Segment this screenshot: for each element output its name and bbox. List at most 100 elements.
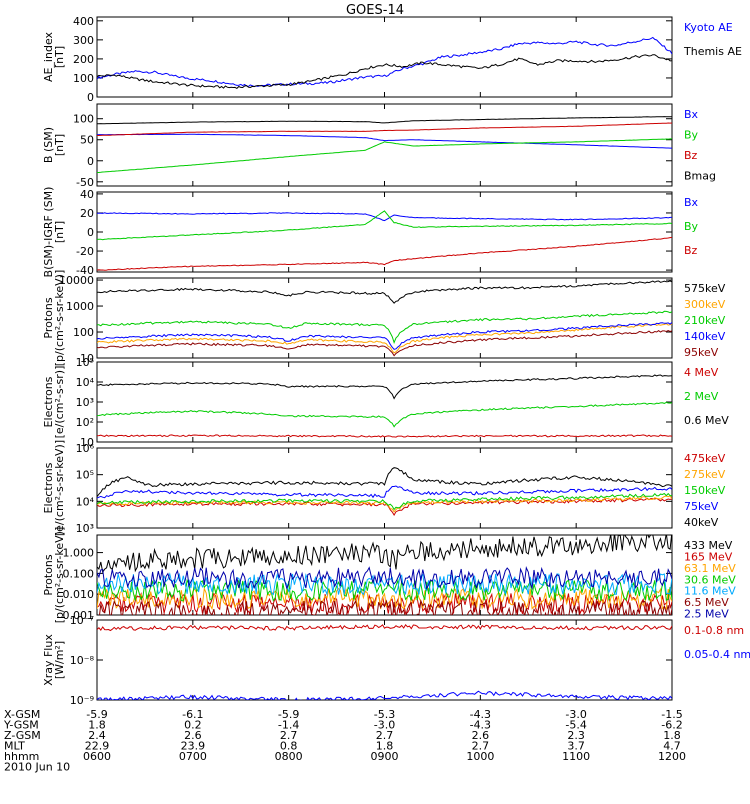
y-tick-label: 200 xyxy=(73,53,94,66)
y-axis-label: [e/(cm²-s-sr)] xyxy=(53,366,66,439)
y-tick-label: 400 xyxy=(73,15,94,28)
legend-entry: 140keV xyxy=(684,330,726,343)
y-tick-label: 10⁴ xyxy=(76,376,95,389)
series-line-kyoto-ae xyxy=(97,36,672,88)
y-axis-label: Electrons xyxy=(42,462,55,513)
orbit-value: 2.4 xyxy=(88,729,106,742)
y-tick-label: 1000 xyxy=(66,300,94,313)
y-tick-label: 10³ xyxy=(76,522,94,535)
orbit-value: 0800 xyxy=(275,750,303,763)
y-tick-label: 10⁶ xyxy=(76,442,95,455)
orbit-value: -4.3 xyxy=(470,708,491,721)
series-line-bmag xyxy=(97,116,672,125)
y-tick-label: 10000 xyxy=(59,274,94,287)
y-axis-label: B (SM) xyxy=(42,127,55,163)
y-tick-label: 300 xyxy=(73,34,94,47)
orbit-value: 0900 xyxy=(371,750,399,763)
y-axis-label: Protons xyxy=(42,554,55,595)
legend-entry: 300keV xyxy=(684,298,726,311)
y-tick-label: 10⁻⁸ xyxy=(70,654,95,667)
series-line-4-mev xyxy=(97,434,672,438)
y-axis-label: B(SM)-IGRF (SM) xyxy=(42,187,55,278)
legend-entry: 210keV xyxy=(684,314,726,327)
orbit-row-label: Y-GSM xyxy=(3,719,39,732)
y-axis-label: Xray Flux xyxy=(42,634,55,686)
legend-entry: 75keV xyxy=(684,500,719,513)
orbit-value: 1000 xyxy=(466,750,494,763)
y-tick-label: 10 xyxy=(80,436,94,449)
panel-frame xyxy=(96,534,673,616)
y-axis-label: [e/(cm²-s-sr-keV)] xyxy=(53,440,66,536)
legend-entry: By xyxy=(684,129,699,142)
orbit-value: -5.4 xyxy=(565,719,586,732)
legend-entry: By xyxy=(684,220,699,233)
y-tick-label: 100 xyxy=(73,113,94,126)
panel-electrons_low: 10³ 10⁴ 10⁵ 10⁶ Electrons[e/(cm²-s-sr-keV)] 4… xyxy=(42,440,726,536)
orbit-value: 0700 xyxy=(179,750,207,763)
y-axis-label: Electrons xyxy=(42,376,55,427)
panel-electrons_high: 10 10² 10³ 10⁴ 10⁵ Electrons[e/(cm²-s-sr)] 4 M… xyxy=(42,356,729,449)
y-tick-label: 10 xyxy=(80,352,94,365)
legend-entry: 475keV xyxy=(684,452,726,465)
panel-frame xyxy=(96,447,673,529)
orbit-value: 3.7 xyxy=(567,740,585,753)
orbit-value: -1.5 xyxy=(661,708,682,721)
legend-entry: Bz xyxy=(684,149,698,162)
legend-entry: 40keV xyxy=(684,516,719,529)
orbit-value: 1.8 xyxy=(88,719,106,732)
series-line-bx xyxy=(97,133,672,149)
series-line-by xyxy=(97,138,672,173)
series-line-575kev xyxy=(97,280,672,304)
orbit-value: -4.3 xyxy=(470,719,491,732)
legend-entry: 165 MeV xyxy=(684,550,733,563)
panel-ae: 0 100 200 300 400 AE_index[nT] Kyoto AE Themis … xyxy=(42,15,742,104)
legend-entry: 11.6 MeV xyxy=(684,585,736,598)
legend-entry: 2 MeV xyxy=(684,390,719,403)
orbit-value: 1.8 xyxy=(376,740,394,753)
legend-entry: 0.1-0.8 nm xyxy=(684,624,744,637)
y-tick-label: 50 xyxy=(80,134,94,147)
y-tick-label: 1.000 xyxy=(63,547,95,560)
orbit-row-label: hhmm xyxy=(4,750,39,763)
series-line-300kev xyxy=(97,323,672,354)
y-tick-label: 0.100 xyxy=(63,567,95,580)
y-tick-label: 0.010 xyxy=(63,588,95,601)
y-tick-label: 0 xyxy=(87,91,94,104)
y-axis-label: [nT] xyxy=(53,134,66,156)
orbit-value: -5.9 xyxy=(278,708,299,721)
orbit-value: 2.7 xyxy=(280,729,298,742)
legend-entry: Bx xyxy=(684,196,699,209)
orbit-value: -5.9 xyxy=(86,708,107,721)
y-tick-label: 0 xyxy=(87,226,94,239)
legend-entry: 433 MeV xyxy=(684,539,733,552)
y-tick-label: 0.001 xyxy=(63,609,95,622)
legend-entry: Bx xyxy=(684,108,699,121)
series-line-0.05-0.4-nm xyxy=(97,690,672,700)
series-line-210kev xyxy=(97,310,672,344)
legend-entry: 63.1 MeV xyxy=(684,562,736,575)
orbit-value: 0.2 xyxy=(184,719,202,732)
panel-protons_low: 10 100 1000 10000 Protons[p/(cm²-s-sr-keV)] 5… xyxy=(42,270,726,367)
series-line-95kev xyxy=(97,329,672,357)
series-line-bx xyxy=(97,212,672,222)
series-line-bz xyxy=(97,122,672,136)
panel-frame xyxy=(96,16,673,98)
orbit-row-label: MLT xyxy=(4,740,25,753)
series-line-75kev xyxy=(97,485,672,499)
series-line-6.5-mev xyxy=(99,599,672,615)
orbit-row-label: X-GSM xyxy=(4,708,40,721)
orbit-value: -5.3 xyxy=(374,708,395,721)
orbit-value: 0600 xyxy=(83,750,111,763)
orbit-value: -3.0 xyxy=(565,708,586,721)
orbit-value: 2.6 xyxy=(184,729,202,742)
series-line-140kev xyxy=(97,322,672,350)
series-line-2-mev xyxy=(97,401,672,428)
y-axis-label: AE_index xyxy=(42,31,55,82)
y-tick-label: -40 xyxy=(76,264,94,277)
y-tick-label: -50 xyxy=(76,176,94,189)
legend-entry: 0.05-0.4 nm xyxy=(684,648,750,661)
orbit-value: 0.8 xyxy=(280,740,298,753)
y-tick-label: 100 xyxy=(73,72,94,85)
